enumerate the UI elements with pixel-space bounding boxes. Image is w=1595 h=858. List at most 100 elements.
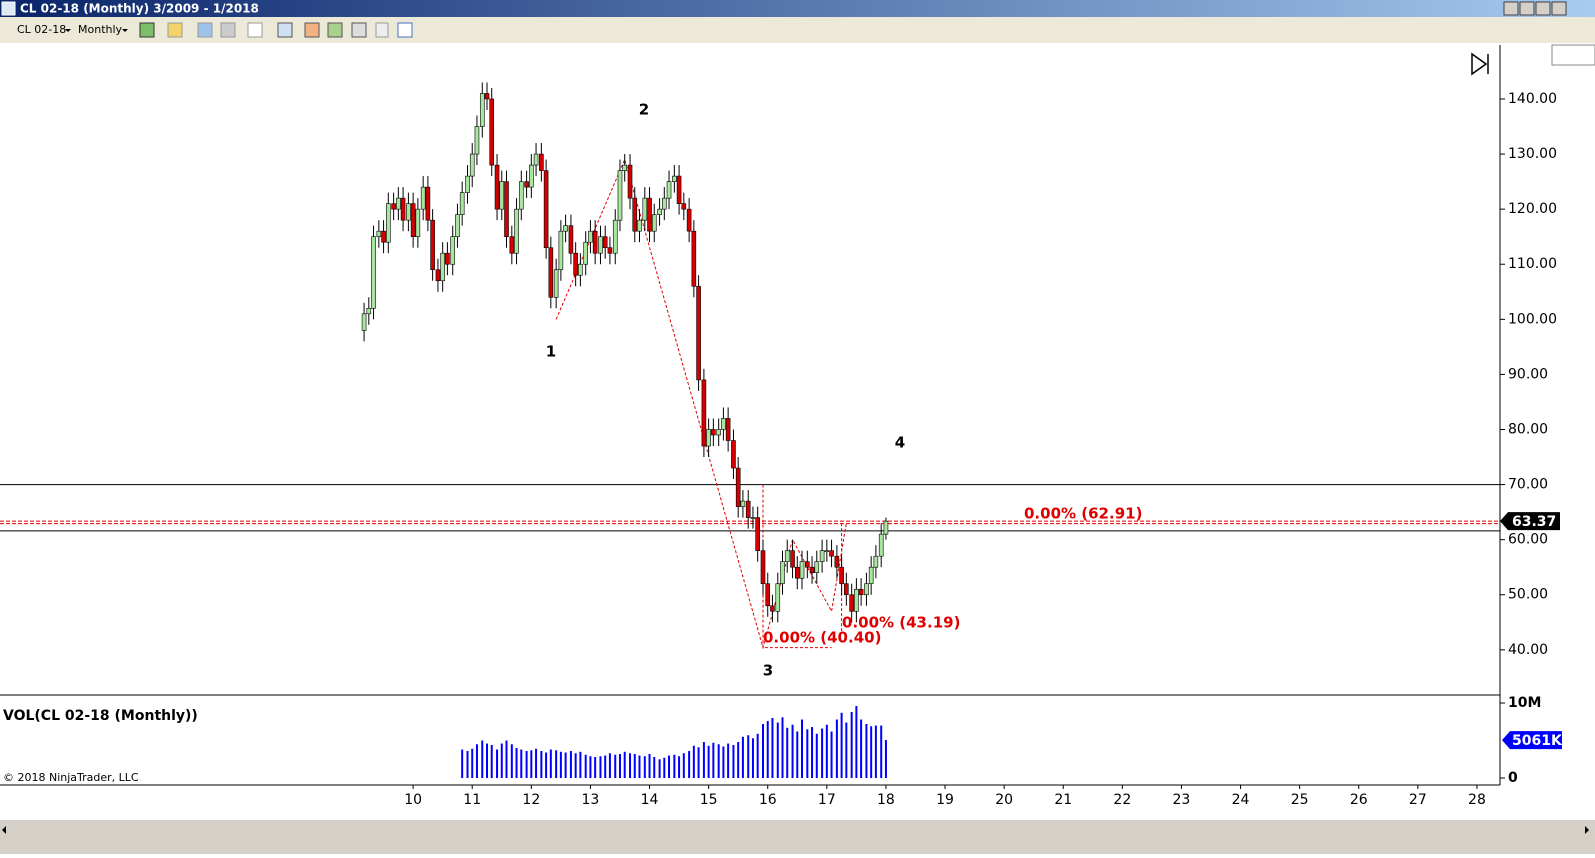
x-tick-label: 24 xyxy=(1232,792,1250,808)
scroll-end-button[interactable] xyxy=(1471,52,1489,76)
y-tick-label: 50.00 xyxy=(1508,587,1548,603)
x-tick-label: 22 xyxy=(1113,792,1131,808)
candle-body xyxy=(450,236,456,265)
candle-body xyxy=(799,561,805,579)
window-buttons[interactable] xyxy=(1503,1,1567,16)
volume-bar xyxy=(618,754,621,779)
volume-bar xyxy=(781,717,784,779)
scroll-left[interactable] xyxy=(2,826,6,834)
y-tick-label: 40.00 xyxy=(1508,642,1548,658)
candle-body xyxy=(829,550,834,557)
volume-bar xyxy=(545,752,548,779)
candle-body xyxy=(849,594,854,612)
candle-body xyxy=(676,175,682,204)
dropdown-arrow xyxy=(122,29,128,32)
volume-bar xyxy=(540,751,543,779)
draw-icon[interactable] xyxy=(167,22,183,38)
volume-bar xyxy=(771,718,774,779)
scroll-right[interactable] xyxy=(1585,826,1589,834)
volume-bar xyxy=(815,733,818,779)
candle-body xyxy=(814,561,820,574)
restore-button[interactable] xyxy=(1519,1,1535,16)
data-box-icon[interactable] xyxy=(327,22,343,38)
candle-body xyxy=(770,605,775,612)
instrument-selector[interactable]: CL 02-18 xyxy=(17,23,66,36)
volume-bar xyxy=(741,736,744,779)
candle-body xyxy=(385,203,391,243)
scrollbar[interactable] xyxy=(0,820,1595,854)
candle-body xyxy=(592,230,598,254)
x-tick-label: 14 xyxy=(641,792,659,808)
candle-body xyxy=(854,588,859,612)
volume-bar xyxy=(692,745,695,779)
volume-title: VOL(CL 02-18 (Monthly)) xyxy=(3,708,198,724)
candle-body xyxy=(548,247,554,298)
candle-body xyxy=(883,520,889,535)
candle-body xyxy=(844,583,849,596)
minimize-button[interactable] xyxy=(1503,1,1519,16)
volume-bar xyxy=(870,726,873,779)
fib-label: 0.00% (62.91) xyxy=(1024,505,1142,523)
pointer-icon[interactable] xyxy=(247,22,263,38)
volume-bar xyxy=(747,735,750,779)
candle-body xyxy=(735,467,741,507)
candle-body xyxy=(396,197,401,210)
candle-body xyxy=(573,252,578,276)
strategy-icon[interactable] xyxy=(220,22,236,38)
maximize-button[interactable] xyxy=(1535,1,1551,16)
period-selector[interactable]: Monthly xyxy=(78,23,123,36)
volume-bar xyxy=(579,751,582,779)
x-tick-label: 21 xyxy=(1054,792,1072,808)
side-button[interactable] xyxy=(1551,44,1595,66)
bar-type-icon[interactable] xyxy=(139,22,155,38)
candle-body xyxy=(484,93,490,100)
y-tick-label: 90.00 xyxy=(1508,366,1548,382)
candle-body xyxy=(529,164,534,188)
volume-bar xyxy=(643,756,646,779)
candle-body xyxy=(858,588,864,596)
volume-bar xyxy=(682,753,685,779)
volume-bar xyxy=(584,754,587,779)
candle-body xyxy=(598,236,603,254)
volume-bar xyxy=(549,749,552,779)
candle-body xyxy=(864,583,869,596)
volume-bar xyxy=(555,750,558,779)
volume-bar xyxy=(559,751,562,779)
candle-body xyxy=(721,418,726,430)
app-icon xyxy=(1,1,16,16)
template-icon[interactable] xyxy=(351,22,367,38)
print-icon[interactable] xyxy=(375,22,389,38)
candle-body xyxy=(706,429,711,447)
x-tick-label: 10 xyxy=(404,792,422,808)
volume-bar xyxy=(485,743,488,779)
candle-body xyxy=(602,236,608,249)
fib-label: 0.00% (40.40) xyxy=(763,629,881,647)
y-tick-label: 120.00 xyxy=(1508,201,1557,217)
volume-bar xyxy=(648,754,651,779)
properties-icon[interactable] xyxy=(304,22,320,38)
volume-bar xyxy=(496,749,499,779)
volume-bar xyxy=(461,749,464,779)
x-tick-label: 13 xyxy=(582,792,600,808)
close-button[interactable] xyxy=(1551,1,1567,16)
candle-body xyxy=(533,153,539,166)
candle-body xyxy=(578,263,583,276)
volume-bar xyxy=(658,759,661,779)
candle-body xyxy=(381,230,386,243)
volume-bar xyxy=(855,706,858,779)
candle-body xyxy=(568,225,574,254)
y-tick-label: 100.00 xyxy=(1508,311,1557,327)
zoom-icon[interactable] xyxy=(277,22,293,38)
price-marker-label: 63.37 xyxy=(1512,514,1556,530)
indicator-icon[interactable] xyxy=(197,22,213,38)
candle-body xyxy=(465,175,470,193)
layout-icon[interactable] xyxy=(397,22,413,38)
candle-body xyxy=(617,170,623,221)
volume-bar xyxy=(663,757,666,779)
toolbar-icons[interactable] xyxy=(139,22,413,38)
window-title: CL 02-18 (Monthly) 3/2009 - 1/2018 xyxy=(20,2,259,16)
candle-body xyxy=(489,98,495,166)
volume-marker-label: 5061K xyxy=(1512,733,1563,749)
volume-marker xyxy=(1502,731,1562,750)
